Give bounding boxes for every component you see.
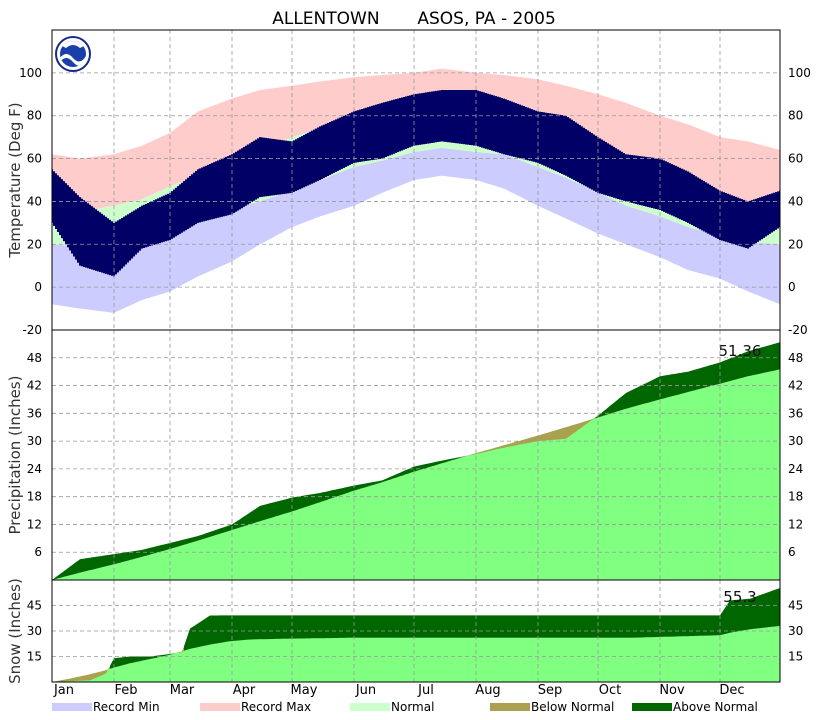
y-tick-label-left: 6 <box>34 545 42 559</box>
y-tick-label-left: 60 <box>27 152 42 166</box>
legend-swatch <box>350 703 390 711</box>
below-normal-area <box>54 646 184 682</box>
panel-temperature: -20 -20 0 0 20 20 40 40 60 60 80 80 100 100 Temperatur… <box>6 29 811 337</box>
total-annotation-snow: 55.3 <box>723 588 756 606</box>
y-tick-label-left: 45 <box>27 599 42 613</box>
legend-label: Below Normal <box>531 700 614 714</box>
month-label: Jun <box>355 683 376 698</box>
legend-label: Normal <box>391 700 434 714</box>
y-tick-label-right: 6 <box>788 545 796 559</box>
y-tick-label-left: 30 <box>27 624 42 638</box>
y-tick-label-left: 0 <box>34 280 42 294</box>
y-tick-label-right: 18 <box>788 490 803 504</box>
plot-area-precipitation <box>52 342 780 580</box>
y-tick-label-left: 18 <box>27 490 42 504</box>
y-tick-label-left: 80 <box>27 109 42 123</box>
gridlines-snow <box>52 580 780 682</box>
y-tick-label-right: 42 <box>788 379 803 393</box>
legend-swatch <box>490 703 530 711</box>
month-label: Jul <box>417 683 434 698</box>
month-label: Mar <box>170 683 195 698</box>
y-tick-label-left: 42 <box>27 379 42 393</box>
below-normal-segment <box>178 646 184 653</box>
legend-label: Record Min <box>93 700 160 714</box>
y-tick-label-left: 30 <box>27 434 42 448</box>
above-normal-area <box>52 342 780 580</box>
y-tick-label-right: 45 <box>788 599 803 613</box>
y-axis-label-temperature: Temperature (Deg F) <box>6 102 24 258</box>
above-normal-segment <box>594 342 780 419</box>
noaa-logo <box>55 36 91 72</box>
gridlines-temperature <box>52 30 780 330</box>
y-tick-label-right: 40 <box>788 194 803 208</box>
month-label: Apr <box>233 683 256 698</box>
y-tick-label-left: 12 <box>27 517 42 531</box>
y-tick-label-right: 100 <box>788 66 811 80</box>
panel-frame-snow <box>51 579 781 683</box>
y-tick-label-right: 0 <box>788 280 796 294</box>
month-label: Dec <box>719 683 744 698</box>
y-tick-label-right: -20 <box>788 323 808 337</box>
month-label: Nov <box>659 683 685 698</box>
y-tick-label-left: 100 <box>19 66 42 80</box>
y-tick-label-left: 36 <box>27 406 42 420</box>
y-axis-label-precipitation: Precipitation (Inches) <box>6 376 24 535</box>
legend: Record Min Record Max Normal Below Normal Ab… <box>52 700 758 714</box>
gridlines-precipitation <box>52 330 780 580</box>
month-label: Aug <box>475 683 500 698</box>
y-tick-label-right: 12 <box>788 517 803 531</box>
legend-swatch <box>200 703 240 711</box>
plot-area-snow <box>52 588 780 682</box>
legend-swatch <box>52 703 92 711</box>
y-tick-label-left: 20 <box>27 237 42 251</box>
below-normal-segment <box>54 665 110 682</box>
y-tick-label-right: 30 <box>788 434 803 448</box>
record-max-band <box>52 68 780 213</box>
y-tick-label-right: 24 <box>788 462 803 476</box>
y-tick-label-right: 48 <box>788 351 803 365</box>
y-tick-label-right: 80 <box>788 109 803 123</box>
plot-area-temperature <box>52 68 780 313</box>
observed-temperature-bars <box>52 90 780 277</box>
y-tick-label-right: 15 <box>788 650 803 664</box>
y-tick-label-left: 24 <box>27 462 42 476</box>
y-tick-label-right: 36 <box>788 406 803 420</box>
y-tick-label-right: 20 <box>788 237 803 251</box>
y-tick-label-left: 48 <box>27 351 42 365</box>
month-label: Oct <box>599 683 621 698</box>
month-label: Jan <box>53 683 74 698</box>
y-tick-label-left: -20 <box>22 323 42 337</box>
x-axis-months: Jan Feb Mar Apr May Jun Jul Aug Sep Oct Nov Dec <box>53 683 745 698</box>
chart-title: ALLENTOWN ASOS, PA - 2005 <box>272 9 556 29</box>
y-tick-label-right: 30 <box>788 624 803 638</box>
month-label: Feb <box>114 683 137 698</box>
y-tick-label-left: 15 <box>27 650 42 664</box>
total-annotation-precipitation: 51.36 <box>719 342 762 360</box>
month-label: May <box>291 683 318 698</box>
month-label: Sep <box>538 683 563 698</box>
legend-label: Record Max <box>241 700 311 714</box>
legend-swatch <box>632 703 672 711</box>
y-tick-label-left: 40 <box>27 194 42 208</box>
y-tick-label-right: 60 <box>788 152 803 166</box>
y-axis-label-snow: Snow (Inches) <box>6 578 24 684</box>
legend-label: Above Normal <box>673 700 758 714</box>
above-normal-segment <box>52 455 468 580</box>
below-normal-segment <box>468 418 594 456</box>
above-normal-segment <box>184 588 780 651</box>
below-normal-area <box>468 418 594 456</box>
record-min-band <box>52 147 780 313</box>
